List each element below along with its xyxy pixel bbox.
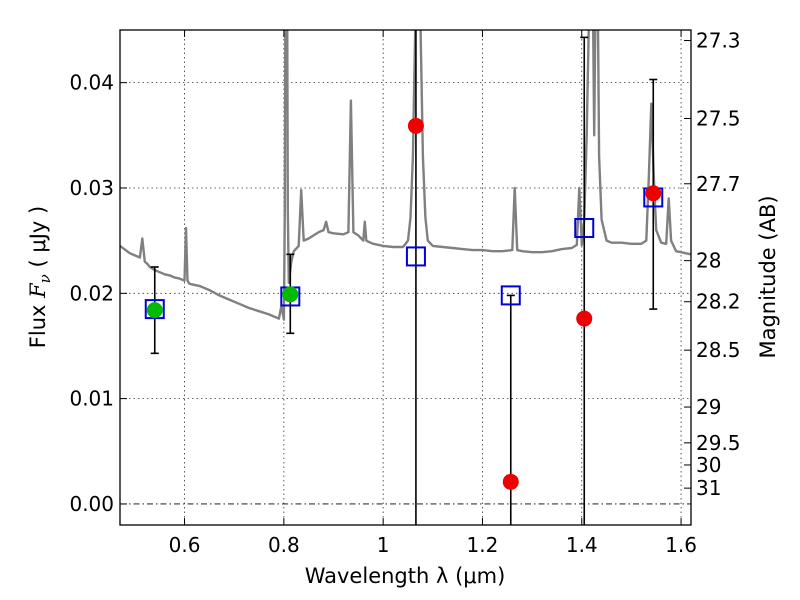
low-significance-point xyxy=(576,310,593,327)
photometry-points xyxy=(146,117,662,490)
x-tick-labels: 0.6 0.8 1 1.2 1.4 1.6 xyxy=(169,533,697,557)
plot-background xyxy=(120,30,691,525)
magnitude-tick-label: 28 xyxy=(696,249,721,273)
spectrum xyxy=(120,30,691,321)
plot-frame xyxy=(119,29,692,526)
axis-ticks xyxy=(120,30,691,525)
x-tick-label: 0.6 xyxy=(169,533,201,557)
low-significance-point xyxy=(502,473,519,490)
magnitude-tick-label: 31 xyxy=(696,476,721,500)
magnitude-tick-label: 27.7 xyxy=(696,172,741,196)
x-tick-label: 1.4 xyxy=(566,533,598,557)
y-tick-label: 0.03 xyxy=(69,176,114,200)
y2-axis-label: Magnitude (AB) xyxy=(756,195,780,358)
y-tick-label: 0.04 xyxy=(69,71,114,95)
low-significance-point xyxy=(407,117,424,134)
model-band-square xyxy=(405,246,426,267)
magnitude-tick-label: 27.5 xyxy=(696,106,741,130)
x-tick-label: 1.6 xyxy=(665,533,697,557)
model-band-square xyxy=(574,218,595,238)
x-axis-label: Wavelength λ (μm) xyxy=(305,564,506,588)
x-tick-label: 0.8 xyxy=(268,533,300,557)
y-axis-label: Flux Fν ( μJy ) xyxy=(26,206,54,348)
magnitude-tick-label: 29.5 xyxy=(696,431,741,455)
magnitude-tick-label: 28.5 xyxy=(696,338,741,362)
detection-point xyxy=(282,286,299,303)
magnitude-tick-label: 29 xyxy=(696,395,721,419)
y-tick-label: 0.02 xyxy=(69,281,114,305)
y-axis-label-nu: ν xyxy=(36,274,54,283)
y-tick-labels: 0.00 0.01 0.02 0.03 0.04 xyxy=(69,71,114,516)
y-tick-label: 0.00 xyxy=(69,492,114,516)
magnitude-tick-label: 27.3 xyxy=(696,29,741,53)
y-axis-label-flux: Flux xyxy=(26,298,50,348)
x-tick-label: 1 xyxy=(377,533,390,557)
y-tick-label: 0.01 xyxy=(69,387,114,411)
x-tick-label: 1.2 xyxy=(467,533,499,557)
detection-point xyxy=(146,302,163,319)
magnitude-tick-label: 28.2 xyxy=(696,290,741,314)
spectrum-line xyxy=(120,30,691,321)
magnitude-tick-label: 30 xyxy=(696,453,721,477)
model-band-square xyxy=(500,285,521,306)
y-axis-label-unit: ( μJy ) xyxy=(26,206,50,274)
low-significance-point xyxy=(645,185,662,202)
y-axis-label-f: F xyxy=(26,282,50,299)
